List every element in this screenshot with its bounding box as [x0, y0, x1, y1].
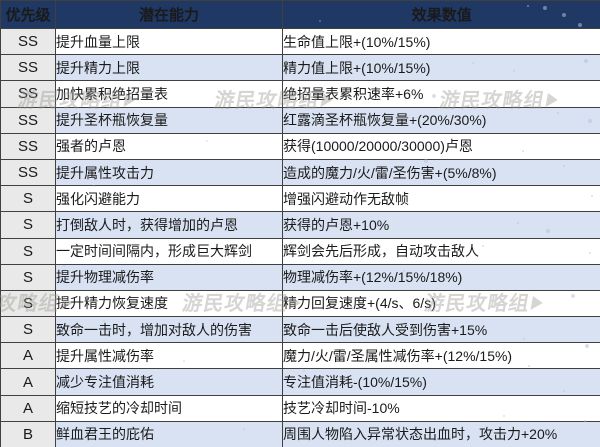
table-row: A 缩短技艺的冷却时间 技艺冷却时间-10%	[0, 394, 600, 422]
table-row: SS 提升圣杯瓶恢复量 红露滴圣杯瓶恢复量+(20%/30%)	[0, 106, 600, 134]
ability-cell: 提升圣杯瓶恢复量	[55, 106, 283, 134]
table-row: SS 提升属性攻击力 造成的魔力/火/雷/圣伤害+(5%/8%)	[0, 158, 600, 187]
effect-cell: 精力值上限+(10%/15%)	[282, 54, 600, 82]
effect-cell: 技艺冷却时间-10%	[282, 394, 600, 422]
table-row: SS 提升血量上限 生命值上限+(10%/15%)	[0, 27, 600, 56]
table-row: A 减少专注值消耗 专注值消耗-(10%/15%)	[0, 368, 600, 396]
priority-cell: SS	[0, 80, 56, 108]
effect-cell: 周围人物陷入异常状态出血时，攻击力+20%	[282, 420, 600, 447]
priority-cell: SS	[0, 27, 56, 56]
header-row: 优先级 潜在能力 效果数值	[0, 0, 600, 29]
effect-cell: 生命值上限+(10%/15%)	[282, 27, 600, 56]
ability-cell: 缩短技艺的冷却时间	[55, 394, 283, 422]
ability-cell: 提升血量上限	[55, 27, 283, 56]
effect-cell: 造成的魔力/火/雷/圣伤害+(5%/8%)	[282, 158, 600, 187]
table-row: A 提升属性减伤率 魔力/火/雷/圣属性减伤率+(12%/15%)	[0, 342, 600, 370]
effect-cell: 致命一击后使敌人受到伤害+15%	[282, 316, 600, 344]
ability-cell: 提升属性攻击力	[55, 158, 283, 187]
effect-cell: 专注值消耗-(10%/15%)	[282, 368, 600, 396]
priority-cell: S	[0, 237, 56, 265]
ability-cell: 强化闪避能力	[55, 185, 283, 213]
priority-cell: B	[0, 420, 56, 447]
table-row: SS 加快累积绝招量表 绝招量表累积速率+6%	[0, 80, 600, 108]
ability-cell: 鲜血君王的庇佑	[55, 420, 283, 447]
ability-cell: 提升物理减伤率	[55, 263, 283, 291]
ability-cell: 提升属性减伤率	[55, 342, 283, 370]
table-body: SS 提升血量上限 生命值上限+(10%/15%) SS 提升精力上限 精力值上限+(10…	[0, 27, 600, 447]
table-row: S 强化闪避能力 增强闪避动作无敌帧	[0, 185, 600, 213]
effect-cell: 绝招量表累积速率+6%	[282, 80, 600, 108]
effect-cell: 增强闪避动作无敌帧	[282, 185, 600, 213]
priority-cell: S	[0, 289, 56, 318]
ability-cell: 打倒敌人时，获得增加的卢恩	[55, 211, 283, 239]
ability-cell: 减少专注值消耗	[55, 368, 283, 396]
column-header-ability: 潜在能力	[55, 0, 283, 29]
table-row: S 打倒敌人时，获得增加的卢恩 获得的卢恩+10%	[0, 211, 600, 239]
ability-cell: 提升精力上限	[55, 54, 283, 82]
column-header-effect: 效果数值	[282, 0, 600, 29]
ability-cell: 一定时间间隔内，形成巨大辉剑	[55, 237, 283, 265]
column-header-priority: 优先级	[0, 0, 56, 29]
priority-cell: SS	[0, 132, 56, 160]
ability-cell: 提升精力恢复速度	[55, 289, 283, 318]
table-row: S 提升精力恢复速度 精力回复速度+(4/s、6/s)	[0, 289, 600, 318]
effect-cell: 辉剑会先后形成，自动攻击敌人	[282, 237, 600, 265]
effect-cell: 获得(10000/20000/30000)卢恩	[282, 132, 600, 160]
ability-cell: 强者的卢恩	[55, 132, 283, 160]
ability-cell: 加快累积绝招量表	[55, 80, 283, 108]
priority-cell: S	[0, 316, 56, 344]
table-row: S 提升物理减伤率 物理减伤率+(12%/15%/18%)	[0, 263, 600, 291]
table-row: SS 提升精力上限 精力值上限+(10%/15%)	[0, 54, 600, 82]
table-row: B 鲜血君王的庇佑 周围人物陷入异常状态出血时，攻击力+20%	[0, 420, 600, 447]
priority-cell: A	[0, 368, 56, 396]
priority-cell: S	[0, 263, 56, 291]
table-row: SS 强者的卢恩 获得(10000/20000/30000)卢恩	[0, 132, 600, 160]
effect-cell: 红露滴圣杯瓶恢复量+(20%/30%)	[282, 106, 600, 134]
priority-cell: SS	[0, 54, 56, 82]
priority-cell: A	[0, 342, 56, 370]
effect-cell: 获得的卢恩+10%	[282, 211, 600, 239]
priority-cell: SS	[0, 158, 56, 187]
table-row: S 致命一击时，增加对敌人的伤害 致命一击后使敌人受到伤害+15%	[0, 316, 600, 344]
effect-cell: 魔力/火/雷/圣属性减伤率+(12%/15%)	[282, 342, 600, 370]
table-header: 优先级 潜在能力 效果数值	[0, 0, 600, 29]
table-row: S 一定时间间隔内，形成巨大辉剑 辉剑会先后形成，自动攻击敌人	[0, 237, 600, 265]
priority-cell: A	[0, 394, 56, 422]
priority-cell: S	[0, 185, 56, 213]
effect-cell: 物理减伤率+(12%/15%/18%)	[282, 263, 600, 291]
priority-cell: S	[0, 211, 56, 239]
effect-cell: 精力回复速度+(4/s、6/s)	[282, 289, 600, 318]
priority-cell: SS	[0, 106, 56, 134]
ability-cell: 致命一击时，增加对敌人的伤害	[55, 316, 283, 344]
